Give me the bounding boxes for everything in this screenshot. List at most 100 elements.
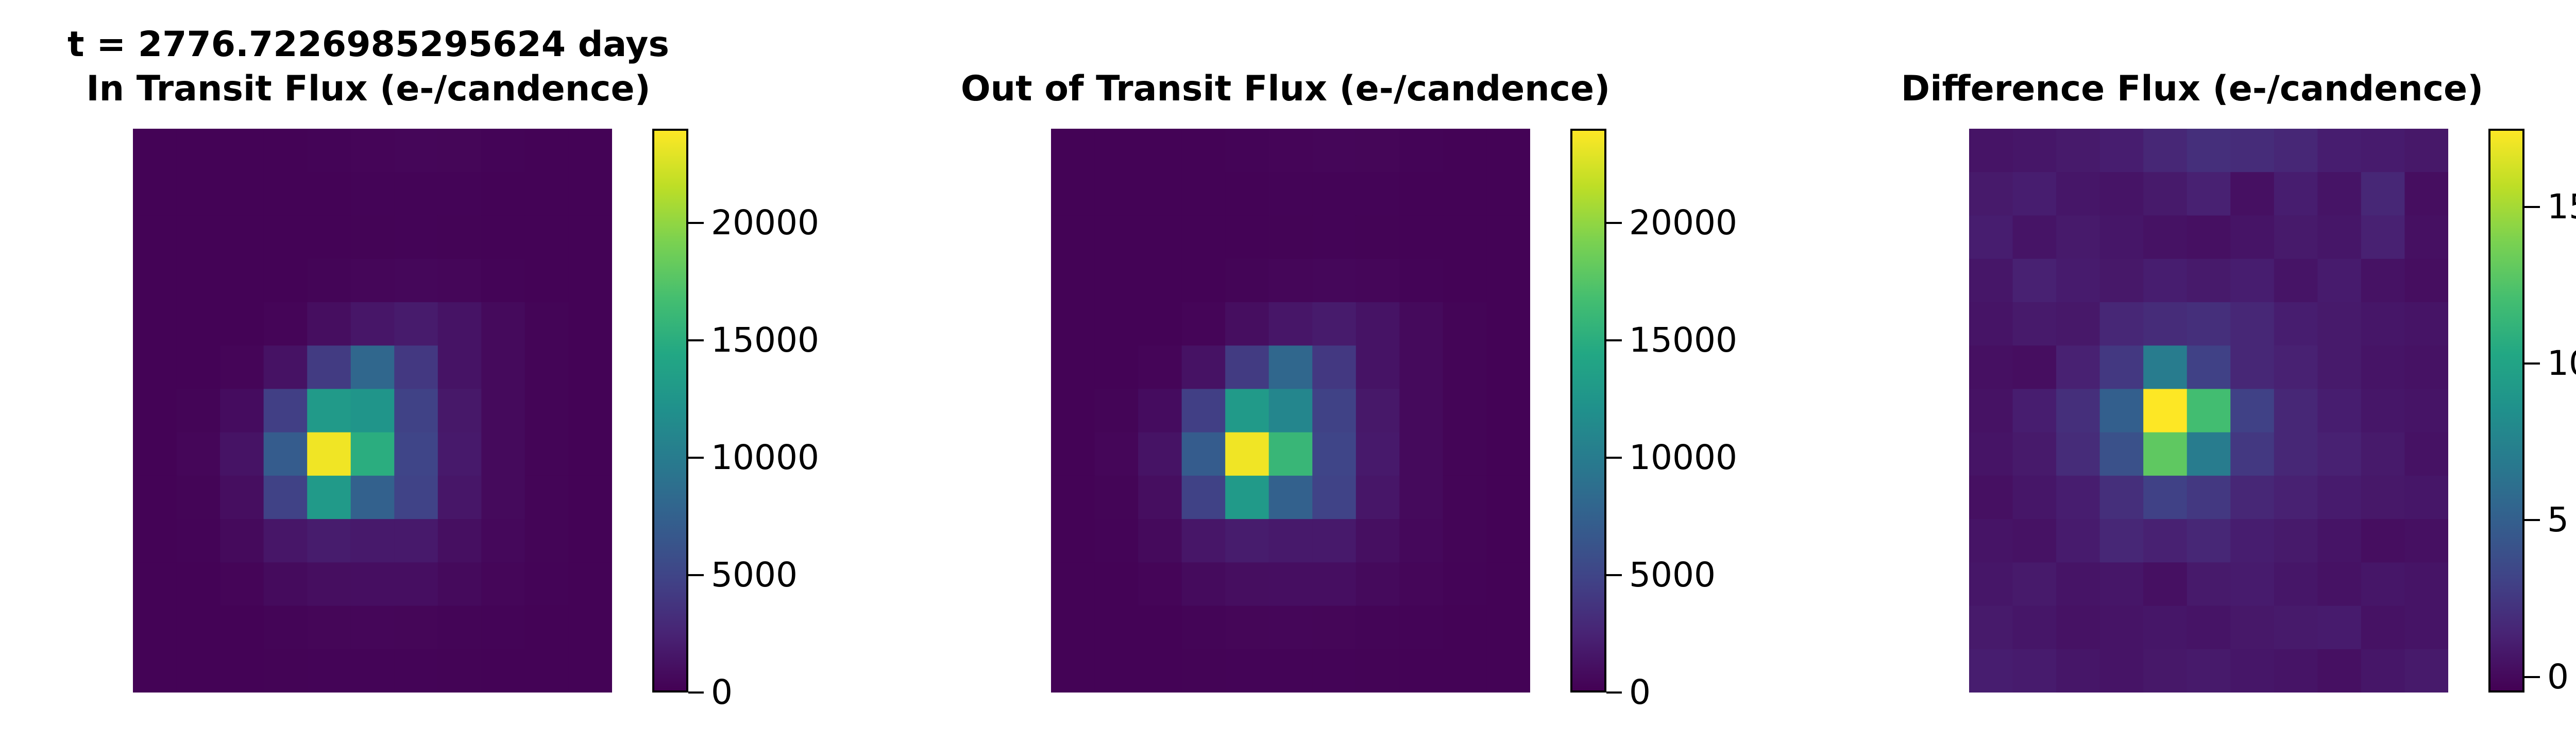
heatmap-cell [2274, 475, 2318, 520]
heatmap-cell [2274, 432, 2318, 476]
heatmap-cell [176, 519, 221, 563]
heatmap-cell [176, 172, 221, 216]
heatmap-cell [1225, 649, 1269, 693]
heatmap-cell [1969, 258, 2013, 303]
heatmap-cell [1138, 302, 1182, 346]
heatmap-cell [1094, 302, 1139, 346]
heatmap-cell [1312, 519, 1357, 563]
heatmap-cell [2404, 258, 2448, 303]
heatmap-cell [1312, 172, 1357, 216]
heatmap-cell [220, 258, 264, 303]
heatmap-cell [1399, 519, 1444, 563]
heatmap-cell [2230, 605, 2275, 650]
heatmap-cell [1443, 172, 1487, 216]
colorbar-tick [1606, 691, 1622, 694]
heatmap-cell [307, 475, 351, 520]
heatmap-cell [2056, 215, 2100, 259]
heatmap-cell [176, 475, 221, 520]
heatmap-cell [176, 258, 221, 303]
heatmap-cell [437, 432, 482, 476]
heatmap-cell [2230, 519, 2275, 563]
heatmap-cell [524, 432, 569, 476]
heatmap-cell [307, 562, 351, 607]
heatmap-cell [1181, 345, 1226, 389]
heatmap-cell [1399, 389, 1444, 433]
heatmap-cell [2361, 345, 2405, 389]
heatmap-cell [133, 129, 177, 172]
heatmap-cell [2143, 475, 2188, 520]
heatmap-cell [1225, 215, 1269, 259]
heatmap-cell [2012, 172, 2057, 216]
heatmap-cell [2187, 172, 2231, 216]
heatmap-cell [2099, 258, 2144, 303]
heatmap-cell [2012, 605, 2057, 650]
colorbar-tick-label: 10000 [1629, 437, 1737, 477]
colorbar [2488, 129, 2524, 693]
heatmap-cell [220, 605, 264, 650]
heatmap-cell [2230, 562, 2275, 607]
heatmap-cell [220, 345, 264, 389]
heatmap-cell [1268, 432, 1313, 476]
heatmap-cell [1094, 215, 1139, 259]
heatmap-cell [568, 605, 612, 650]
heatmap-cell [1312, 215, 1357, 259]
heatmap-cell [1181, 258, 1226, 303]
heatmap-cell [481, 605, 526, 650]
heatmap-cell [1443, 258, 1487, 303]
heatmap-cell [1312, 432, 1357, 476]
heatmap-cell [1355, 562, 1400, 607]
heatmap-cell [394, 389, 438, 433]
heatmap-cell [2404, 215, 2448, 259]
heatmap-cell [350, 605, 395, 650]
heatmap-cell [133, 302, 177, 346]
heatmap-cell [1225, 345, 1269, 389]
heatmap-cell [220, 562, 264, 607]
heatmap-cell [1138, 649, 1182, 693]
heatmap-cell [2230, 215, 2275, 259]
heatmap-cell [2099, 345, 2144, 389]
heatmap-cell [1486, 475, 1530, 520]
heatmap-cell [2274, 215, 2318, 259]
heatmap-cell [2361, 519, 2405, 563]
heatmap-cell [2361, 215, 2405, 259]
panel-title: Out of Transit Flux (e-/candence) [960, 68, 1611, 109]
heatmap-cell [2099, 519, 2144, 563]
heatmap-cell [1969, 172, 2013, 216]
heatmap-cell [1486, 432, 1530, 476]
heatmap-cell [1225, 389, 1269, 433]
heatmap-cell [1969, 215, 2013, 259]
heatmap-cell [394, 649, 438, 693]
heatmap-cell [2143, 345, 2188, 389]
heatmap-cell [481, 345, 526, 389]
heatmap-cell [2187, 389, 2231, 433]
heatmap-cell [133, 389, 177, 433]
heatmap-cell [2056, 432, 2100, 476]
heatmap-cell [1486, 649, 1530, 693]
heatmap-cell [2012, 562, 2057, 607]
heatmap-cell [350, 475, 395, 520]
heatmap-cell [1355, 215, 1400, 259]
heatmap-cell [2404, 389, 2448, 433]
heatmap-cell [1138, 389, 1182, 433]
heatmap-cell [2317, 649, 2362, 693]
heatmap-cell [263, 649, 308, 693]
heatmap-cell [350, 432, 395, 476]
heatmap-cell [220, 432, 264, 476]
heatmap-cell [1268, 172, 1313, 216]
heatmap-cell [2274, 519, 2318, 563]
heatmap-cell [2361, 649, 2405, 693]
heatmap-cell [394, 562, 438, 607]
heatmap-cell [1094, 649, 1139, 693]
heatmap-cell [133, 432, 177, 476]
heatmap-cell [1181, 129, 1226, 172]
heatmap-cell [176, 432, 221, 476]
heatmap-cell [2099, 649, 2144, 693]
colorbar-tick [688, 339, 704, 341]
heatmap-cell [1225, 172, 1269, 216]
heatmap-cell [2230, 432, 2275, 476]
heatmap-cell [220, 389, 264, 433]
heatmap-cell [1051, 475, 1095, 520]
heatmap-cell [1355, 519, 1400, 563]
heatmap-cell [1268, 649, 1313, 693]
heatmap-cell [1268, 389, 1313, 433]
